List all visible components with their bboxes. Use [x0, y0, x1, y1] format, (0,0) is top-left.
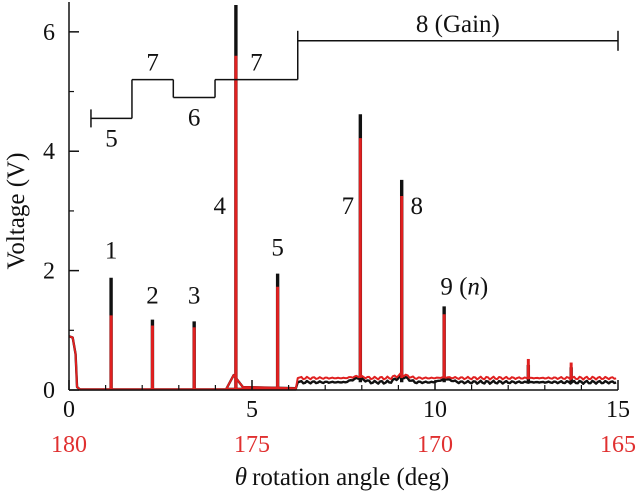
- peak-label-9-italic: n: [467, 273, 480, 300]
- y-tick-label-3: 4: [43, 139, 55, 165]
- x-secondary-tick-label-3: 170: [417, 432, 453, 458]
- x-axis-title-text: rotation angle (deg): [252, 464, 449, 491]
- x-tick-label-1: 0: [63, 397, 75, 423]
- x-secondary-tick-label-2: 175: [234, 432, 270, 458]
- x-tick-label-3: 10: [423, 397, 447, 423]
- peak-label-5: 5: [271, 235, 284, 262]
- x-axis-secondary-ticks: 180 175 170 165: [51, 432, 636, 458]
- peak-label-2: 2: [146, 282, 159, 309]
- x-secondary-tick-label-1: 180: [51, 432, 87, 458]
- series-red-trace: [68, 55, 617, 391]
- peak-label-7: 8: [410, 193, 423, 220]
- region-label-1: 5: [105, 125, 118, 152]
- peak-label-1: 1: [105, 238, 118, 265]
- y-tick-label-1: 0: [43, 378, 55, 404]
- y-tick-label-4: 6: [43, 20, 55, 46]
- peak-label-8: 9 (n): [440, 273, 488, 300]
- peak-label-9-end: ): [480, 273, 488, 300]
- region-label-5: 8 (Gain): [416, 11, 500, 38]
- region-brackets: 5 7 6 7 8 (Gain): [90, 11, 619, 152]
- x-secondary-tick-label-4: 165: [600, 432, 636, 458]
- x-axis-title: θ rotation angle (deg): [235, 464, 449, 491]
- x-axis-ticks: 0 5 10 15: [63, 380, 630, 423]
- axes: [68, 2, 618, 391]
- peak-labels: 1 2 3 4 5 7 8 9 (n): [105, 193, 488, 310]
- black-series-baseline: [68, 335, 617, 391]
- x-tick-label-4: 15: [606, 397, 630, 423]
- region-label-2: 7: [146, 50, 159, 77]
- y-axis-title: Voltage (V): [3, 153, 30, 270]
- peak-label-3: 3: [188, 282, 201, 309]
- y-axis-ticks: 0 2 4 6: [43, 20, 79, 404]
- red-series-baseline: [68, 335, 617, 391]
- x-tick-label-2: 5: [246, 397, 258, 423]
- peak-label-9-main: 9 (: [440, 273, 467, 300]
- peak-label-4: 4: [214, 193, 227, 220]
- region-label-3: 6: [188, 105, 201, 132]
- region-label-4: 7: [250, 50, 263, 77]
- y-tick-label-2: 2: [43, 259, 55, 285]
- peak-label-6: 7: [342, 193, 355, 220]
- x-axis-title-symbol: θ: [235, 464, 247, 491]
